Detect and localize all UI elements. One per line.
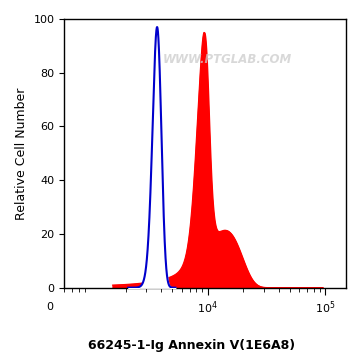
Text: WWW.PTGLAB.COM: WWW.PTGLAB.COM [163,53,292,66]
Text: 0: 0 [47,303,54,313]
Text: 66245-1-Ig Annexin V(1E6A8): 66245-1-Ig Annexin V(1E6A8) [88,339,295,352]
Y-axis label: Relative Cell Number: Relative Cell Number [15,87,28,220]
